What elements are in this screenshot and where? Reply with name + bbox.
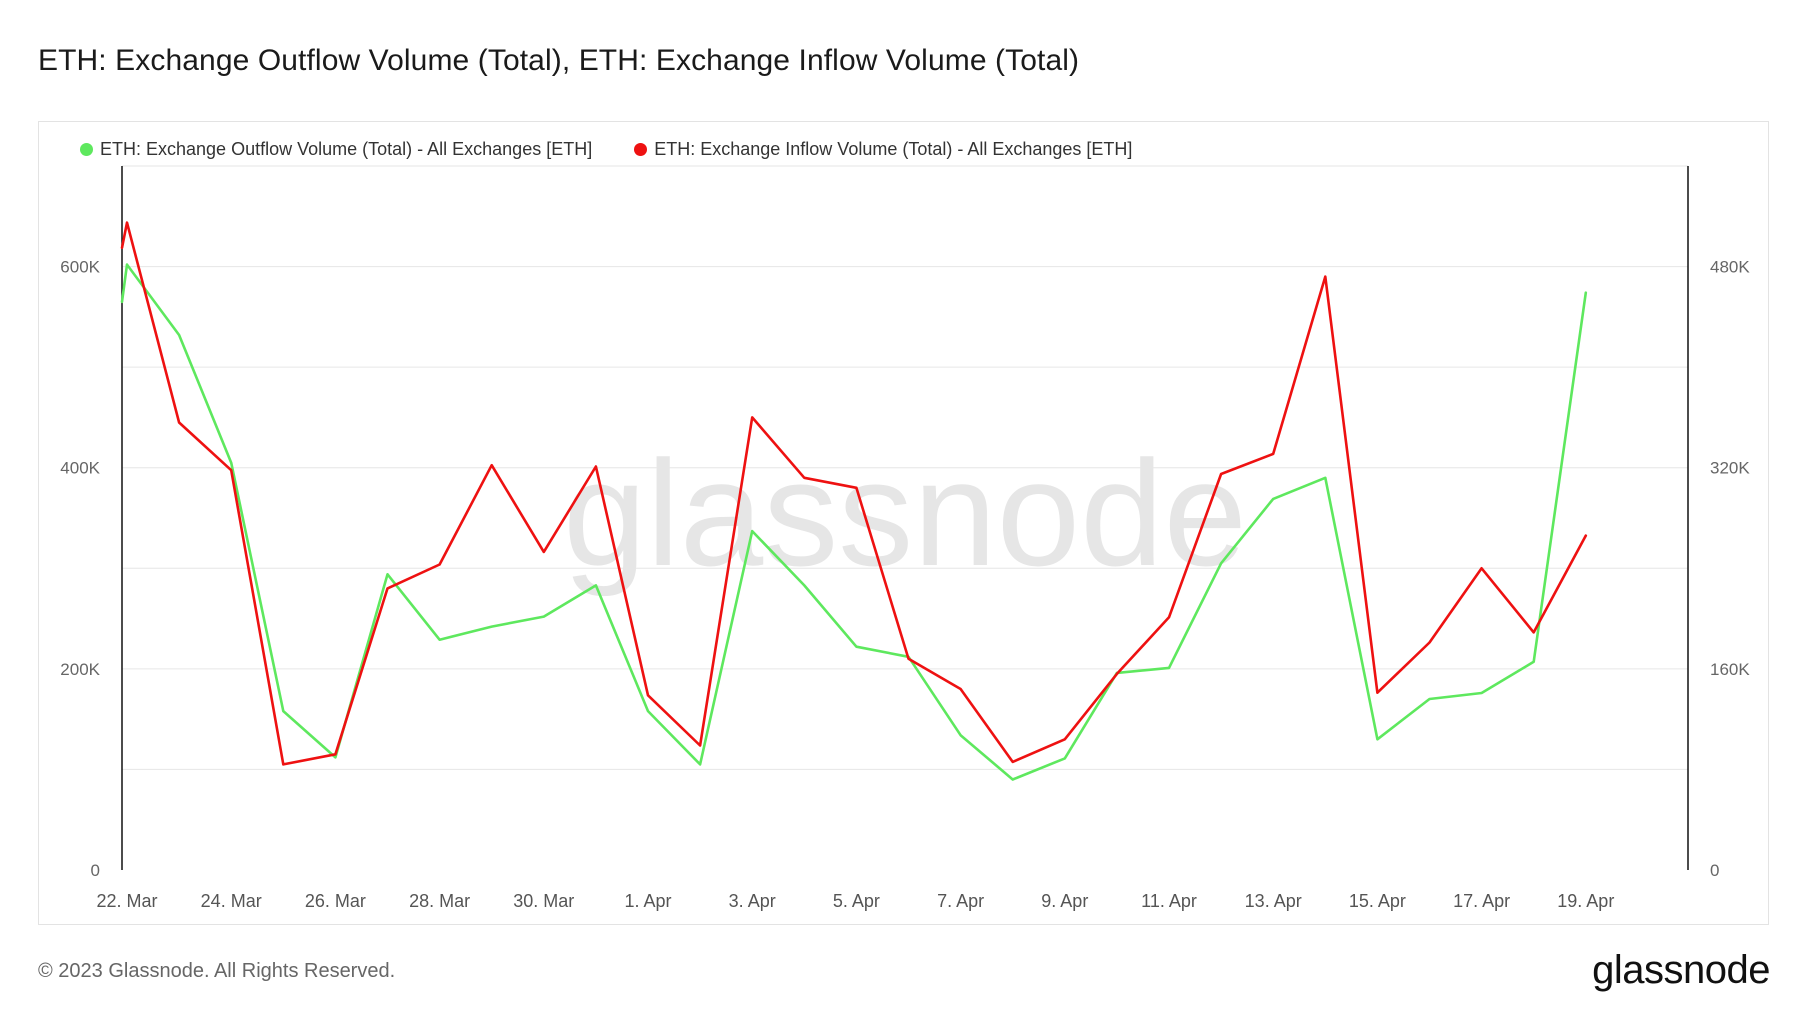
x-tick-label: 28. Mar bbox=[409, 891, 470, 911]
legend-marker-outflow bbox=[80, 143, 93, 156]
y-left-tick-label: 200K bbox=[60, 660, 100, 679]
legend-label-outflow: ETH: Exchange Outflow Volume (Total) - A… bbox=[100, 139, 593, 159]
x-tick-label: 15. Apr bbox=[1349, 891, 1406, 911]
legend-marker-inflow bbox=[634, 143, 648, 156]
series-line-inflow bbox=[120, 221, 1588, 766]
glassnode-logo[interactable]: glassnode bbox=[1592, 948, 1770, 992]
y-right-tick-label: 160K bbox=[1710, 660, 1750, 679]
y-right-tick-label: 480K bbox=[1710, 258, 1750, 277]
y-right-tick-label: 0 bbox=[1710, 861, 1719, 880]
legend-label-inflow: ETH: Exchange Inflow Volume (Total) - Al… bbox=[654, 139, 1133, 159]
legend-item-outflow[interactable]: ETH: Exchange Outflow Volume (Total) - A… bbox=[80, 139, 592, 160]
y-left-tick-label: 600K bbox=[60, 258, 100, 277]
x-tick-label: 22. Mar bbox=[96, 891, 157, 911]
x-tick-label: 1. Apr bbox=[624, 891, 671, 911]
x-tick-label: 19. Apr bbox=[1557, 891, 1614, 911]
x-tick-label: 7. Apr bbox=[937, 891, 984, 911]
chart-title: ETH: Exchange Outflow Volume (Total), ET… bbox=[38, 44, 1080, 77]
x-tick-label: 13. Apr bbox=[1245, 891, 1302, 911]
chart-panel bbox=[38, 121, 1769, 925]
y-right-tick-label: 320K bbox=[1710, 459, 1750, 478]
x-tick-label: 5. Apr bbox=[833, 891, 880, 911]
x-tick-label: 9. Apr bbox=[1041, 891, 1088, 911]
y-left-tick-label: 400K bbox=[60, 459, 100, 478]
copyright-text: © 2023 Glassnode. All Rights Reserved. bbox=[38, 960, 396, 982]
y-left-tick-label: 0 bbox=[91, 861, 100, 880]
legend: ETH: Exchange Outflow Volume (Total) - A… bbox=[80, 139, 1174, 160]
legend-item-inflow[interactable]: ETH: Exchange Inflow Volume (Total) - Al… bbox=[634, 139, 1132, 160]
watermark-text: glassnode bbox=[563, 429, 1247, 597]
x-tick-label: 3. Apr bbox=[729, 891, 776, 911]
x-tick-label: 30. Mar bbox=[513, 891, 574, 911]
x-tick-label: 11. Apr bbox=[1141, 891, 1197, 911]
series-line-outflow bbox=[120, 263, 1588, 781]
x-tick-label: 26. Mar bbox=[305, 891, 366, 911]
x-tick-label: 17. Apr bbox=[1453, 891, 1510, 911]
x-tick-label: 24. Mar bbox=[201, 891, 262, 911]
